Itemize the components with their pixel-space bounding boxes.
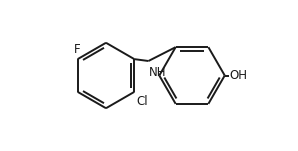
Text: OH: OH (229, 69, 248, 82)
Text: NH: NH (149, 66, 167, 79)
Text: F: F (73, 43, 80, 56)
Text: Cl: Cl (136, 95, 148, 108)
